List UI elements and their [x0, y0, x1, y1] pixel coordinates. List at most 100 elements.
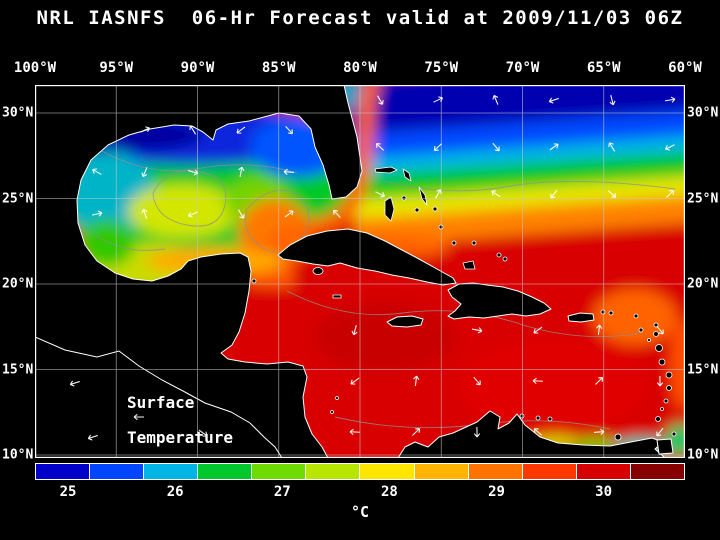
island-dot	[647, 338, 651, 342]
island-dot	[666, 385, 672, 391]
islands-lesser-antilles	[519, 309, 677, 441]
island-dot	[547, 416, 553, 422]
lat-axis-label-left: 20°N	[2, 276, 34, 292]
colorbar-segment	[252, 464, 307, 479]
islands-other	[251, 267, 342, 414]
colorbar-segment	[522, 464, 577, 479]
map-graphic	[245, 189, 310, 253]
map-graphic	[382, 180, 676, 192]
lon-axis-label: 95°W	[99, 60, 134, 76]
land-layer	[35, 85, 677, 458]
map-frame: Surface Temperature	[35, 85, 685, 458]
page-title: NRL IASNFS 06-Hr Forecast valid at 2009/…	[36, 7, 684, 29]
lon-axis-label: 90°W	[180, 60, 215, 76]
lat-axis-label-left: 30°N	[2, 105, 34, 121]
colorbar-tick-label: 25	[59, 484, 77, 500]
lon-axis-label: 60°W	[668, 60, 702, 76]
colorbar-segment	[630, 464, 684, 479]
map-graphic	[384, 196, 395, 222]
lon-axis-label: 80°W	[343, 60, 377, 76]
lon-axis-label: 65°W	[586, 60, 621, 76]
annotation-temperature: Temperature	[127, 428, 233, 447]
map-graphic	[462, 260, 476, 270]
map-graphic	[94, 146, 298, 174]
sst-blob	[350, 132, 685, 180]
sst-blob	[354, 193, 685, 247]
colorbar-segment	[414, 464, 469, 479]
island-dot	[451, 240, 457, 246]
island-dot	[655, 344, 663, 352]
colorbar-segment	[90, 464, 145, 479]
lon-axis-label: 100°W	[13, 60, 57, 76]
island-dot	[519, 413, 525, 419]
lat-axis-label-right: 15°N	[687, 362, 719, 377]
pacific-coastline	[35, 336, 283, 458]
colorbar-segment	[36, 464, 91, 479]
map-graphic	[94, 234, 166, 251]
island-dot	[614, 433, 622, 441]
island-dot	[414, 207, 420, 213]
map-graphic	[402, 168, 412, 182]
lat-axis-label-left: 25°N	[2, 191, 34, 206]
island-hispaniola	[447, 282, 552, 320]
lat-axis-label-right: 10°N	[687, 447, 719, 463]
sst-blob	[312, 267, 324, 275]
sst-blob	[670, 320, 685, 410]
sst-blob	[315, 303, 455, 371]
colorbar-tick-label: 29	[488, 484, 505, 500]
sst-forecast-map: Surface Temperature	[35, 85, 685, 458]
map-graphic	[332, 294, 342, 299]
map-graphic	[418, 186, 428, 206]
island-dot	[496, 252, 502, 258]
island-dot	[401, 195, 407, 201]
lat-axis-label-left: 15°N	[2, 362, 34, 377]
lon-axis-label: 70°W	[505, 60, 540, 76]
island-dot	[432, 206, 438, 212]
lat-axis-label-right: 25°N	[687, 191, 719, 206]
lat-axis-label-right: 30°N	[687, 105, 719, 121]
island-dot	[655, 416, 661, 422]
colorbar-segment	[468, 464, 523, 479]
island-dot	[658, 358, 666, 366]
annotation-surface: Surface	[127, 393, 194, 412]
sst-blob	[460, 340, 650, 430]
island-dot	[335, 396, 339, 400]
colorbar-tick-label: 27	[273, 484, 291, 500]
lon-axis-label: 85°W	[261, 60, 296, 76]
island-dot	[653, 331, 659, 337]
map-graphic	[271, 85, 381, 245]
island-dot	[665, 371, 673, 379]
colorbar-tick-label: 28	[380, 484, 398, 500]
island-dot	[608, 310, 614, 316]
colorbar-unit-label: °C	[350, 503, 370, 521]
grid-layer	[35, 85, 685, 458]
colorbar-segment	[198, 464, 253, 479]
lat-axis-label-left: 10°N	[2, 447, 34, 463]
colorbar-tick-label: 26	[166, 484, 184, 500]
colorbar	[35, 463, 685, 480]
map-border	[35, 85, 685, 458]
colorbar-segment	[144, 464, 199, 479]
island-dot	[663, 398, 669, 404]
island-jamaica	[386, 315, 424, 328]
land-north-central-america	[35, 85, 363, 458]
colorbar-segment	[306, 464, 361, 479]
colorbar-tick-label: 30	[595, 484, 613, 500]
sst-blob	[351, 149, 685, 204]
island-dot	[330, 410, 334, 414]
colorbar-segment	[576, 464, 631, 479]
island-dot	[600, 309, 606, 315]
island-trinidad	[656, 438, 674, 455]
atlantic-sst-bands	[344, 85, 685, 247]
lon-axis-label: 75°W	[424, 60, 459, 76]
sst-blob	[128, 184, 238, 238]
island-dot	[535, 415, 541, 421]
island-dot	[660, 407, 664, 411]
island-dot	[471, 240, 477, 246]
colorbar-segment	[360, 464, 415, 479]
island-puerto-rico	[567, 312, 595, 323]
map-graphic	[374, 166, 398, 174]
lat-axis-label-right: 20°N	[687, 276, 719, 292]
island-dot	[633, 313, 639, 319]
